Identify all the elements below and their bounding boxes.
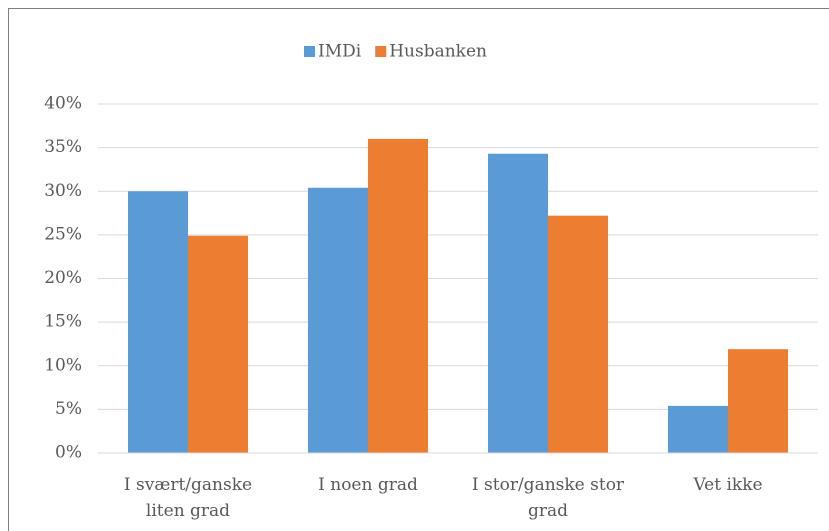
y-tick-label: 20% xyxy=(44,268,82,288)
y-tick-label: 40% xyxy=(44,94,82,114)
y-tick-label: 25% xyxy=(44,224,82,244)
y-tick-label: 35% xyxy=(44,137,82,157)
y-tick-label: 5% xyxy=(55,399,82,419)
chart-border xyxy=(8,8,829,531)
x-tick-label: I stor/ganske stor grad xyxy=(471,475,625,521)
legend-label: Husbanken xyxy=(389,42,487,62)
bar xyxy=(368,138,428,453)
y-tick-label: 10% xyxy=(44,355,82,375)
bar xyxy=(128,191,188,453)
bar xyxy=(548,215,608,453)
y-tick-label: 30% xyxy=(44,181,82,201)
bar xyxy=(668,405,728,453)
x-tick-label: I noen grad xyxy=(318,475,418,495)
y-tick-label: 0% xyxy=(55,443,82,463)
x-tick-label: Vet ikke xyxy=(693,475,763,495)
legend-swatch xyxy=(375,46,387,57)
bar xyxy=(728,349,788,453)
legend-swatch xyxy=(304,46,315,57)
bar xyxy=(188,235,248,453)
x-tick-label: I svært/ganske liten grad xyxy=(123,475,253,521)
y-tick-label: 15% xyxy=(44,312,82,332)
bar xyxy=(488,153,548,454)
bar xyxy=(308,187,368,453)
legend-label: IMDi xyxy=(318,42,362,62)
